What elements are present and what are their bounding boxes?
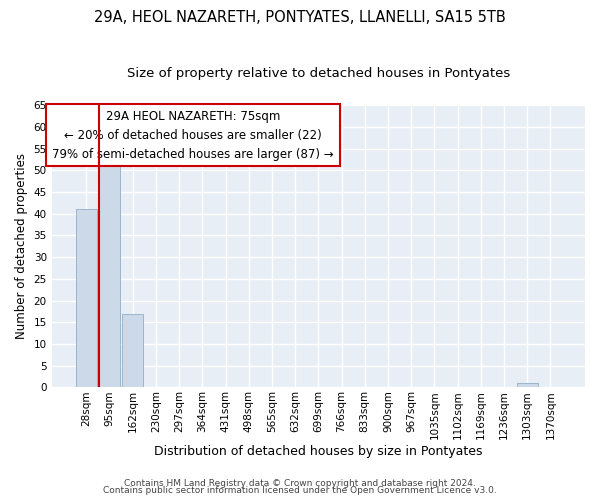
Y-axis label: Number of detached properties: Number of detached properties [15, 154, 28, 340]
X-axis label: Distribution of detached houses by size in Pontyates: Distribution of detached houses by size … [154, 444, 482, 458]
Text: Contains public sector information licensed under the Open Government Licence v3: Contains public sector information licen… [103, 486, 497, 495]
Bar [517, 383, 538, 388]
Text: 29A, HEOL NAZARETH, PONTYATES, LLANELLI, SA15 5TB: 29A, HEOL NAZARETH, PONTYATES, LLANELLI,… [94, 10, 506, 25]
Text: 29A HEOL NAZARETH: 75sqm
← 20% of detached houses are smaller (22)
79% of semi-d: 29A HEOL NAZARETH: 75sqm ← 20% of detach… [52, 110, 334, 160]
Bar [76, 210, 97, 388]
Bar [99, 162, 120, 388]
Text: Contains HM Land Registry data © Crown copyright and database right 2024.: Contains HM Land Registry data © Crown c… [124, 478, 476, 488]
Title: Size of property relative to detached houses in Pontyates: Size of property relative to detached ho… [127, 68, 510, 80]
Bar [122, 314, 143, 388]
